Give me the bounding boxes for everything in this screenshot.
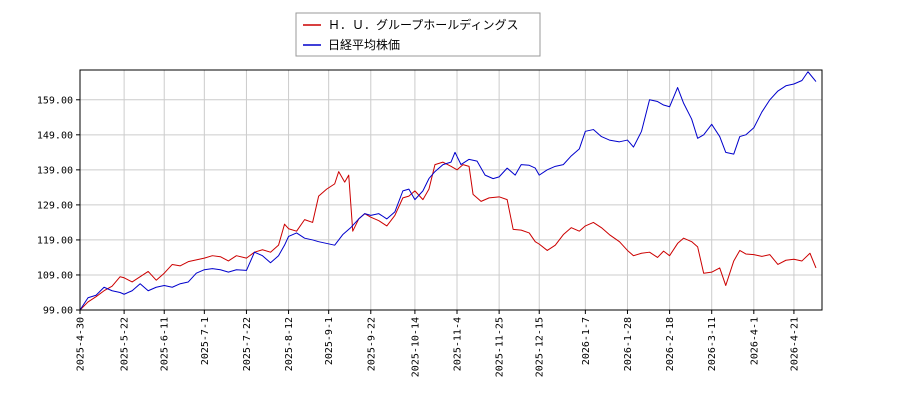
x-tick-label: 2025-10-14 (410, 317, 421, 377)
x-tick-label: 2025-6-11 (160, 317, 171, 371)
y-tick-label: 149.00 (37, 130, 73, 141)
y-tick-label: 129.00 (37, 200, 73, 211)
legend-box (295, 12, 541, 57)
x-tick-label: 2025-11-25 (495, 317, 506, 377)
x-tick-label: 2025-7-1 (200, 317, 211, 365)
x-tick-label: 2025-5-22 (120, 317, 131, 371)
x-tick-label: 2025-8-12 (284, 317, 295, 371)
x-tick-label: 2025-4-30 (76, 317, 87, 371)
x-tick-label: 2026-1-7 (581, 317, 592, 365)
x-tick-label: 2025-9-22 (366, 317, 377, 371)
x-tick-label: 2025-11-4 (453, 317, 464, 371)
x-tick-label: 2026-4-21 (789, 317, 800, 371)
series-line-hu-group (79, 161, 817, 311)
grid (79, 70, 822, 311)
series-line-nikkei (79, 71, 817, 311)
x-tick-label: 2026-2-18 (665, 317, 676, 371)
legend: Ｈ．Ｕ．グループホールディングス 日経平均株価 (295, 12, 541, 57)
x-tick-label: 2026-1-28 (623, 317, 634, 371)
y-tick-label: 159.00 (37, 95, 73, 106)
x-tick-label: 2026-4-1 (749, 317, 760, 365)
y-tick-label: 139.00 (37, 165, 73, 176)
y-tick-label: 99.00 (43, 306, 73, 317)
plot-area-frame (79, 69, 823, 311)
x-tick-label: 2025-9-1 (324, 317, 335, 365)
series-lines (79, 71, 817, 311)
y-tick-label: 109.00 (37, 270, 73, 281)
legend-label-hu-group: Ｈ．Ｕ．グループホールディングス (328, 17, 518, 32)
y-tick-label: 119.00 (37, 235, 73, 246)
x-tick-label: 2025-12-15 (535, 317, 546, 377)
x-tick-label: 2025-7-22 (242, 317, 253, 371)
legend-label-nikkei: 日経平均株価 (328, 37, 400, 52)
y-axis-ticks: 99.00 109.00 119.00 129.00 139.00 149.00 159.0… (37, 95, 80, 317)
x-axis-ticks: 2025-4-30 2025-5-22 2025-6-11 2025-7-1 2025-… (76, 310, 800, 377)
x-tick-label: 2026-3-11 (707, 317, 718, 371)
